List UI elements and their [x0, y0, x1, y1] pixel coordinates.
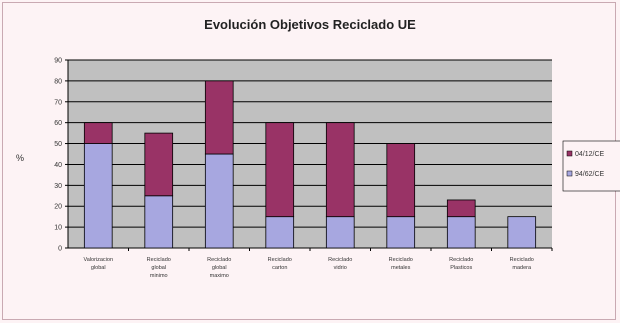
bar-segment-base [144, 195, 174, 249]
x-tick-label: Reciclado [147, 257, 171, 263]
bar-segment-base [507, 216, 537, 249]
x-tick-label: Reciclado [207, 257, 231, 263]
x-tick-label: Reciclado [449, 257, 473, 263]
legend-label: 94/62/CE [575, 171, 605, 178]
x-tick-label: vidrio [334, 265, 347, 271]
y-axis-label: % [16, 153, 24, 163]
x-tick-label: maximo [210, 273, 229, 279]
x-tick-label: global [91, 265, 106, 271]
chart-title: Evolución Objetivos Reciclado UE [204, 17, 416, 32]
x-tick-label: Valorizacion [83, 257, 113, 263]
bar-segment-top [386, 143, 416, 218]
legend-label: 04/12/CE [575, 151, 605, 158]
bar-segment-top [83, 122, 113, 144]
bar-segment-top [265, 122, 295, 218]
bar-segment-top [325, 122, 355, 218]
x-tick-label: metales [391, 265, 411, 271]
x-tick-label: global [151, 265, 166, 271]
x-tick-label: Reciclado [510, 257, 534, 263]
y-tick-label: 90 [54, 58, 62, 65]
legend-box [562, 140, 620, 192]
bar-segment-base [83, 143, 113, 249]
y-tick-label: 0 [58, 246, 62, 253]
y-tick-label: 50 [54, 141, 62, 148]
y-tick-label: 80 [54, 78, 62, 85]
bar-segment-base [446, 216, 476, 249]
y-tick-label: 40 [54, 162, 62, 169]
x-tick-label: Reciclado [389, 257, 413, 263]
legend-swatch [566, 150, 573, 157]
y-tick-label: 60 [54, 120, 62, 127]
y-tick-label: 30 [54, 183, 62, 190]
bar-segment-top [144, 132, 174, 197]
legend-swatch [566, 170, 573, 177]
x-tick-label: Plasticos [450, 265, 472, 271]
x-tick-label: Reciclado [268, 257, 292, 263]
bar-segment-base [204, 153, 234, 249]
x-tick-label: madera [512, 265, 532, 271]
x-tick-label: global [212, 265, 227, 271]
x-tick-label: Reciclado [328, 257, 352, 263]
y-tick-label: 20 [54, 204, 62, 211]
bar-segment-base [325, 216, 355, 249]
bar-segment-base [265, 216, 295, 249]
bar-segment-base [386, 216, 416, 249]
bar-segment-top [204, 80, 234, 155]
x-tick-label: minimo [150, 273, 168, 279]
plot-area [68, 60, 552, 248]
x-tick-label: carton [272, 265, 287, 271]
y-tick-label: 70 [54, 99, 62, 106]
y-tick-label: 10 [54, 225, 62, 232]
bar-segment-top [446, 199, 476, 218]
